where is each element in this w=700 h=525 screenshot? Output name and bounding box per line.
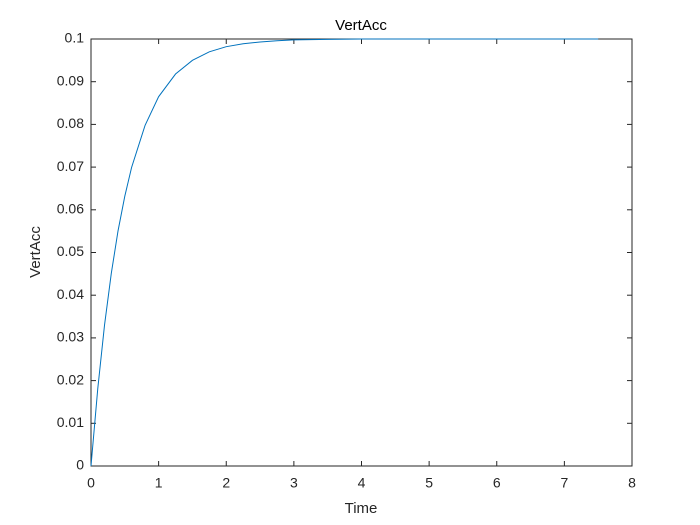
chart-title: VertAcc [335, 17, 387, 34]
x-tick-label: 4 [358, 475, 366, 491]
y-tick-label: 0.05 [57, 243, 84, 259]
y-tick-label: 0.07 [57, 158, 84, 174]
y-axis-label: VertAcc [27, 226, 44, 278]
x-tick-label: 5 [425, 475, 433, 491]
x-tick-label: 2 [222, 475, 230, 491]
y-tick-label: 0.02 [57, 371, 84, 387]
x-tick-label: 8 [628, 475, 636, 491]
x-axis-label: Time [345, 500, 378, 517]
y-tick-label: 0 [76, 457, 84, 473]
y-tick-label: 0.08 [57, 115, 84, 131]
x-tick-label: 0 [87, 475, 95, 491]
x-tick-label: 3 [290, 475, 298, 491]
y-tick-label: 0.1 [65, 30, 85, 46]
x-tick-label: 6 [493, 475, 501, 491]
y-tick-label: 0.09 [57, 72, 84, 88]
y-tick-label: 0.01 [57, 414, 84, 430]
y-tick-label: 0.06 [57, 201, 84, 217]
y-tick-label: 0.04 [57, 286, 84, 302]
data-line [90, 38, 599, 467]
x-tick-label: 1 [155, 475, 163, 491]
y-tick-label: 0.03 [57, 329, 84, 345]
x-tick-label: 7 [560, 475, 568, 491]
